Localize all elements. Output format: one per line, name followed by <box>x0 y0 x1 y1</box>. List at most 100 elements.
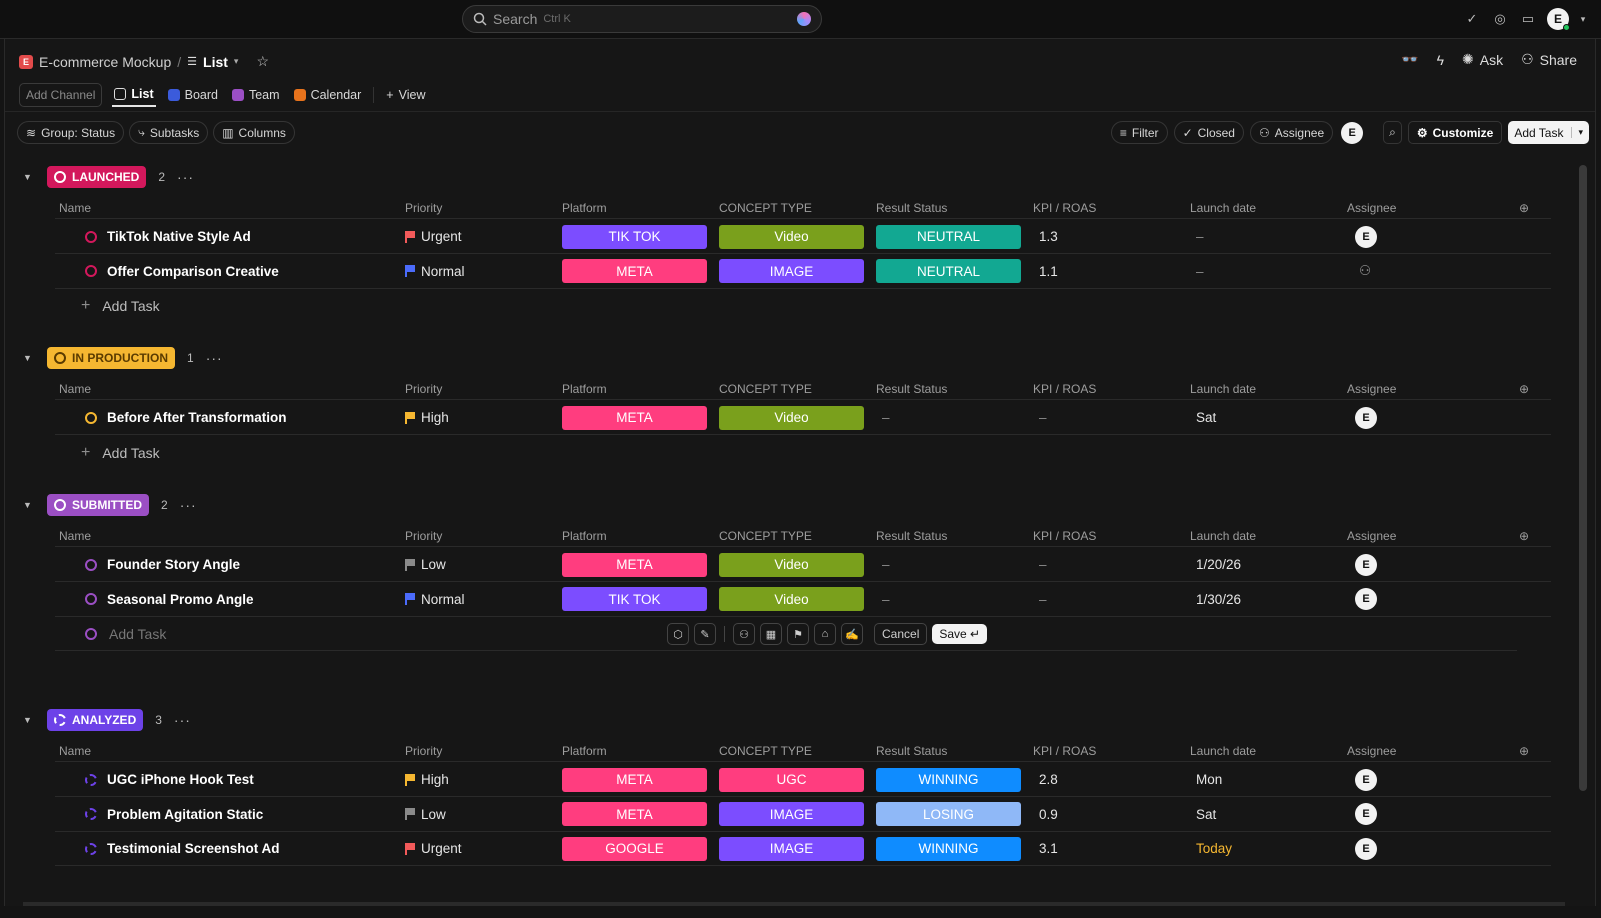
column-header[interactable]: Name <box>59 200 92 215</box>
more-options-icon[interactable]: ··· <box>205 350 223 366</box>
priority-cell[interactable]: High <box>405 772 562 787</box>
column-header[interactable]: Assignee <box>1347 743 1397 758</box>
task-name[interactable]: Offer Comparison Creative <box>107 263 279 279</box>
concept-type-cell[interactable]: Video <box>719 552 876 577</box>
assignee-cell[interactable]: E <box>1347 768 1497 791</box>
platform-cell[interactable]: TIK TOK <box>562 224 719 249</box>
column-header[interactable]: Launch date <box>1190 743 1257 758</box>
collapse-caret-icon[interactable]: ▼ <box>23 715 32 725</box>
group-by-button[interactable]: ≋ Group: Status <box>17 121 125 144</box>
kpi-roas-cell[interactable]: – <box>1039 591 1047 607</box>
kpi-roas-cell[interactable]: 2.8 <box>1039 772 1058 787</box>
assignee-cell[interactable]: E <box>1347 406 1497 429</box>
subtasks-button[interactable]: ⤷ Subtasks <box>129 121 209 144</box>
assignee-avatar[interactable]: E <box>1355 768 1377 791</box>
user-avatar[interactable]: E <box>1547 8 1570 31</box>
assignee-cell[interactable]: ⚇ <box>1347 263 1497 279</box>
result-status-cell[interactable]: LOSING <box>876 802 1033 826</box>
status-pill[interactable]: IN PRODUCTION <box>47 347 175 369</box>
search-button[interactable]: ⌕ <box>1383 121 1402 144</box>
video-icon[interactable]: ▭ <box>1521 11 1535 26</box>
add-task-row[interactable]: + Add Task <box>55 436 160 470</box>
assignee-cell[interactable]: E <box>1347 225 1497 248</box>
launch-date-cell[interactable]: Sat <box>1196 806 1217 822</box>
glasses-icon[interactable]: 👓 <box>1401 51 1419 67</box>
add-column-icon[interactable]: ⊕ <box>1518 381 1529 396</box>
kpi-roas-cell[interactable]: – <box>1039 557 1047 572</box>
column-header[interactable]: Result Status <box>876 200 948 215</box>
column-header[interactable]: Name <box>59 528 92 543</box>
breadcrumb-space[interactable]: E-commerce Mockup <box>39 53 172 70</box>
launch-date-cell[interactable]: Today <box>1196 841 1233 856</box>
calendar-icon[interactable]: ▦ <box>760 623 782 645</box>
add-assignee-icon[interactable]: ⚇ <box>1359 263 1372 278</box>
platform-cell[interactable]: META <box>562 552 719 577</box>
platform-cell[interactable]: META <box>562 802 719 826</box>
assignee-cell[interactable]: E <box>1347 553 1497 576</box>
concept-type-cell[interactable]: Video <box>719 587 876 611</box>
result-status-cell[interactable]: – <box>876 557 1033 572</box>
task-name-cell[interactable]: TikTok Native Style Ad <box>55 229 405 244</box>
table-row[interactable]: Before After Transformation High META Video… <box>55 401 1551 435</box>
breadcrumb-view[interactable]: List <box>203 53 228 70</box>
priority-cell[interactable]: Normal <box>405 592 562 607</box>
kpi-roas-cell[interactable]: 3.1 <box>1039 841 1058 856</box>
column-header[interactable]: KPI / ROAS <box>1033 528 1097 543</box>
assignee-icon[interactable]: ⚇ <box>733 623 755 645</box>
column-header[interactable]: Launch date <box>1190 381 1257 396</box>
concept-type-tag[interactable]: UGC <box>719 767 864 792</box>
save-button[interactable]: Save ↵ <box>932 624 988 644</box>
chevron-down-icon[interactable]: ▾ <box>233 56 239 66</box>
result-status-tag[interactable]: WINNING <box>876 836 1021 861</box>
launch-date-cell[interactable]: 1/20/26 <box>1196 557 1242 572</box>
add-column-icon[interactable]: ⊕ <box>1518 200 1529 215</box>
task-status-icon[interactable] <box>85 558 97 571</box>
task-name[interactable]: Founder Story Angle <box>107 557 241 572</box>
concept-type-tag[interactable]: IMAGE <box>719 259 864 283</box>
check-circle-icon[interactable]: ✓ <box>1466 11 1478 26</box>
more-options-icon[interactable]: ··· <box>179 497 197 513</box>
column-header[interactable]: Platform <box>562 381 607 396</box>
priority-cell[interactable]: High <box>405 410 562 425</box>
add-task-button[interactable]: Add Task ▾ <box>1508 121 1589 144</box>
table-row[interactable]: Offer Comparison Creative Normal META IMAGE… <box>55 255 1551 289</box>
task-name-cell[interactable]: Before After Transformation <box>55 410 405 425</box>
priority-cell[interactable]: Normal <box>405 264 562 279</box>
result-status-cell[interactable]: WINNING <box>876 836 1033 861</box>
platform-tag[interactable]: TIK TOK <box>562 587 707 611</box>
column-header[interactable]: Platform <box>562 743 607 758</box>
more-options-icon[interactable]: ··· <box>173 712 191 728</box>
collapse-caret-icon[interactable]: ▼ <box>23 500 32 510</box>
concept-type-cell[interactable]: Video <box>719 405 876 430</box>
table-row[interactable]: Seasonal Promo Angle Normal TIK TOK Video – –… <box>55 583 1551 617</box>
task-name-cell[interactable]: Problem Agitation Static <box>55 807 405 822</box>
platform-tag[interactable]: META <box>562 767 707 792</box>
column-header[interactable]: Assignee <box>1347 200 1397 215</box>
concept-type-tag[interactable]: IMAGE <box>719 802 864 826</box>
assignee-avatar[interactable]: E <box>1341 121 1364 144</box>
column-header[interactable]: Priority <box>405 743 443 758</box>
task-name-cell[interactable]: Seasonal Promo Angle <box>55 592 405 607</box>
star-icon[interactable]: ☆ <box>256 53 270 69</box>
priority-cell[interactable]: Low <box>405 557 562 572</box>
edit-icon[interactable]: ✍ <box>841 623 863 645</box>
platform-cell[interactable]: GOOGLE <box>562 836 719 861</box>
concept-type-cell[interactable]: IMAGE <box>719 259 876 283</box>
column-header[interactable]: Priority <box>405 381 443 396</box>
launch-date-cell[interactable]: Mon <box>1196 772 1223 787</box>
task-name[interactable]: Before After Transformation <box>107 410 287 425</box>
concept-type-cell[interactable]: Video <box>719 224 876 249</box>
concept-type-tag[interactable]: Video <box>719 405 864 430</box>
add-column-icon[interactable]: ⊕ <box>1518 743 1529 758</box>
assignee-avatar[interactable]: E <box>1355 406 1377 429</box>
task-name[interactable]: UGC iPhone Hook Test <box>107 772 254 787</box>
tag-icon[interactable]: ⌂ <box>814 623 836 645</box>
column-header[interactable]: Name <box>59 743 92 758</box>
launch-date-cell[interactable]: 1/30/26 <box>1196 591 1242 607</box>
kpi-roas-cell[interactable]: – <box>1039 410 1047 425</box>
column-header[interactable]: Result Status <box>876 743 948 758</box>
platform-cell[interactable]: META <box>562 259 719 283</box>
result-status-tag[interactable]: NEUTRAL <box>876 224 1021 249</box>
platform-cell[interactable]: META <box>562 405 719 430</box>
search-input[interactable]: Search Ctrl K <box>462 5 822 33</box>
